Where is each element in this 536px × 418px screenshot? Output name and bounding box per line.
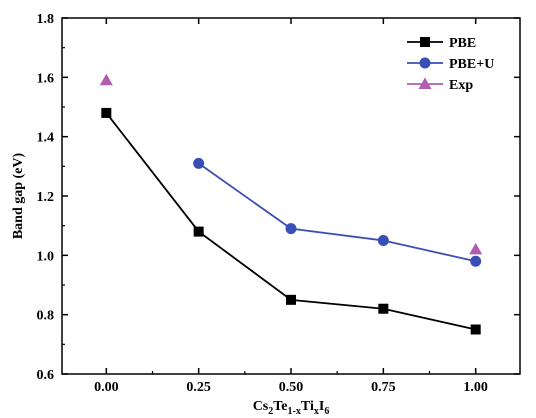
data-point-pbe-u	[193, 157, 205, 169]
x-axis-title-subscript: 2	[268, 406, 273, 417]
x-axis-title-part: Cs	[253, 399, 269, 414]
legend-marker-pbe	[420, 37, 430, 47]
data-point-pbe-u	[285, 223, 297, 235]
y-tick-label: 1.4	[37, 131, 55, 146]
data-point-pbe	[193, 226, 204, 237]
legend-marker-exp	[418, 77, 432, 89]
data-point-exp	[99, 73, 113, 86]
data-point-exp	[469, 242, 483, 255]
x-axis-title-part: Ti	[301, 399, 314, 414]
x-axis-title-subscript: x	[314, 406, 319, 417]
y-tick-label: 1.2	[37, 190, 55, 205]
legend-label-pbe-u: PBE+U	[449, 57, 494, 72]
x-axis-title: Cs2Te1-xTixI6	[253, 399, 330, 417]
y-tick-label: 0.8	[37, 309, 55, 324]
x-tick-label: 0.00	[94, 380, 119, 395]
data-point-pbe	[470, 324, 481, 335]
y-tick-label: 1.0	[37, 249, 55, 264]
x-axis-title-part: I	[319, 399, 324, 414]
x-axis-title-subscript: 1-x	[288, 406, 301, 417]
x-tick-label: 0.50	[279, 380, 304, 395]
data-point-pbe-u	[377, 235, 389, 246]
y-tick-label: 1.6	[37, 71, 55, 86]
y-tick-label: 1.8	[37, 12, 55, 27]
data-point-pbe-u	[470, 255, 482, 267]
legend-label-pbe: PBE	[449, 36, 476, 51]
x-axis-title-subscript: 6	[324, 406, 329, 417]
legend-label-exp: Exp	[449, 78, 473, 93]
x-tick-label: 0.75	[371, 380, 396, 395]
x-axis-title-part: Te	[273, 399, 287, 414]
data-point-pbe	[286, 294, 296, 305]
x-tick-label: 0.25	[186, 380, 211, 395]
y-tick-label: 0.6	[37, 368, 55, 383]
y-axis-title: Band gap (eV)	[11, 152, 26, 239]
x-tick-label: 1.00	[463, 380, 488, 395]
series-line-pbe-u	[198, 162, 476, 263]
data-point-pbe	[378, 303, 389, 314]
legend-marker-pbe-u	[419, 57, 431, 69]
data-point-pbe	[101, 107, 112, 118]
